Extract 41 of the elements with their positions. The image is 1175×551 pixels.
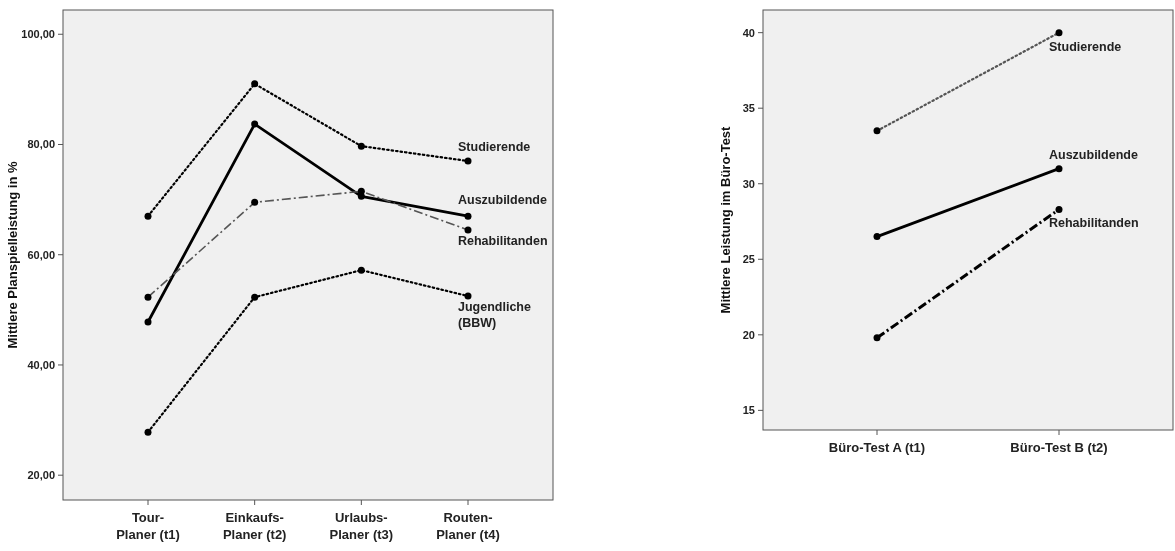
point [251, 120, 259, 128]
x-tick-label: Urlaubs- Planer (t3) [329, 510, 394, 542]
point [464, 157, 472, 165]
point [464, 212, 472, 220]
y-tick-label: 25 [742, 253, 755, 266]
y-tick-label: 20,00 [27, 469, 55, 482]
point [1055, 165, 1063, 173]
series-label: Jugendliche (BBW) [458, 300, 531, 331]
y-tick-label: 20 [742, 328, 755, 341]
point [144, 318, 152, 326]
y-axis-title: Mittlere Leistung im Büro-Test [718, 125, 733, 314]
y-tick-label: 35 [742, 102, 755, 115]
point [873, 233, 881, 241]
point [144, 428, 152, 436]
point [357, 142, 365, 150]
series-label: Auszubildende [1049, 147, 1138, 162]
point [873, 334, 881, 342]
y-tick-label: 30 [742, 177, 755, 190]
point [251, 293, 259, 301]
y-tick-label: 80,00 [27, 138, 55, 151]
series-label: Rehabilitanden [458, 233, 548, 248]
x-tick-label: Büro-Test B (t2) [1010, 440, 1108, 455]
series-label: Studierende [1049, 39, 1122, 54]
y-tick-label: 100,00 [21, 28, 55, 41]
series-label: Auszubildende [458, 193, 547, 208]
x-tick-label: Routen- Planer (t4) [436, 510, 500, 542]
point [357, 266, 365, 274]
x-tick-label: Einkaufs- Planer (t2) [222, 510, 287, 542]
point [1055, 205, 1063, 213]
y-axis-title: Mittlere Planspielleistung in % [5, 161, 20, 349]
x-tick-label: Büro-Test A (t1) [828, 440, 926, 455]
y-tick-label: 40,00 [27, 358, 55, 371]
series-label: Studierende [458, 140, 531, 155]
point [464, 292, 472, 300]
x-tick-label: Tour- Planer (t1) [116, 510, 180, 542]
point [144, 212, 152, 220]
series-label: Rehabilitanden [1049, 216, 1139, 231]
y-tick-label: 40 [742, 26, 755, 39]
y-tick-label: 60,00 [27, 248, 55, 261]
y-tick-label: 15 [742, 404, 755, 417]
point [251, 80, 259, 88]
